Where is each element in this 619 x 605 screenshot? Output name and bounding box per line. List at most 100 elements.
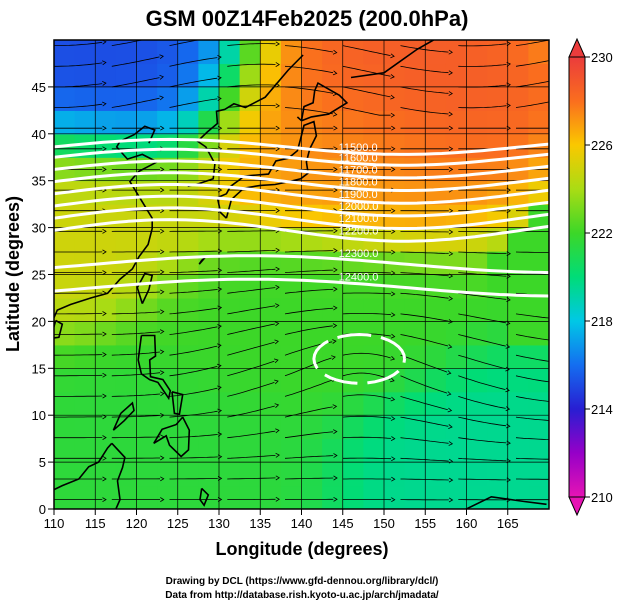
field-cell [466,63,488,88]
streamline [342,436,392,439]
x-tick-label: 165 [497,516,519,531]
field-cell [322,415,344,440]
field-cell [115,63,138,88]
field-cell [95,110,117,135]
height-contour-label: 11800.0 [339,177,378,189]
streamline-arrowhead [447,407,453,413]
field-cell [157,321,179,346]
streamline [227,105,276,108]
streamline-arrowhead [275,62,280,67]
streamline [400,457,449,462]
field-cell [322,297,344,322]
field-cell [260,63,282,88]
field-cell [528,438,549,463]
streamline-arrowhead [102,167,107,172]
field-cell [425,40,447,65]
streamline-arrowhead [505,406,511,412]
x-tick-label: 155 [414,516,436,531]
streamline-arrowhead [159,95,164,101]
field-cell [404,63,426,88]
streamline [400,292,449,299]
field-cell [425,274,447,299]
field-cell [425,297,447,322]
field-cell [74,462,96,487]
streamline-arrowhead [564,35,568,39]
field-cell [74,297,96,322]
field-cell [260,344,282,369]
field-cell [301,274,323,299]
field-cell [342,438,364,463]
field-cell [425,251,447,276]
field-cell [322,485,344,509]
streamline [111,331,161,335]
field-cell [487,344,509,369]
field-cell [260,227,282,252]
field-cell [404,344,426,369]
field-cell [136,63,158,88]
field-cell [507,462,529,487]
streamline-arrowhead [390,94,395,100]
streamline [515,457,549,460]
streamline-arrowhead [448,441,454,446]
streamline [515,396,549,402]
streamline-arrowhead [160,476,165,482]
field-cell [280,274,303,299]
field-cell [425,391,447,416]
streamline [400,230,449,233]
streamline [342,271,392,274]
coastline [54,125,159,318]
field-cell [280,297,303,322]
streamline [227,249,276,253]
field-cell [507,204,529,229]
field-cell [95,391,117,416]
field-cell [466,86,488,111]
streamline [284,288,334,294]
streamline-arrowhead [448,146,454,152]
streamline-arrowhead [333,496,338,502]
field-cell [219,485,241,509]
streamline-arrowhead [102,497,107,503]
field-cell [239,415,261,440]
coastline [54,442,113,491]
field-cell [136,227,158,252]
streamline-arrowhead [390,112,396,118]
height-contour-line [54,218,549,243]
streamline [342,352,391,359]
x-tick-label: 135 [249,516,271,531]
streamline-arrowhead [102,455,107,461]
streamline-arrowhead [390,436,396,441]
streamline-arrowhead [160,497,165,502]
field-cell [487,391,509,416]
streamline [227,230,276,232]
field-cell [507,274,529,299]
field-cell [363,391,385,416]
streamline [458,375,506,390]
streamline [284,107,334,115]
streamline-arrowhead [102,372,107,378]
streamline [400,251,449,254]
streamline-arrowhead [159,54,164,60]
coastline [199,487,210,507]
streamline-arrowhead [448,251,454,257]
field-cell [528,462,549,487]
field-cell [136,297,158,322]
field-cell [74,40,96,65]
streamline-arrowhead [448,229,454,235]
field-cell [404,86,426,111]
streamline-arrowhead [160,269,165,275]
field-cell [445,63,468,88]
field-cell [301,86,323,111]
temperature-field [54,40,549,509]
streamline-arrowhead [505,387,510,393]
field-cell [74,86,96,111]
coastline [300,81,349,122]
field-cell [342,415,364,440]
field-cell [136,415,158,440]
streamline-arrowhead [275,125,280,131]
field-cell [363,462,385,487]
streamline-arrowhead [332,339,337,344]
streamline [400,86,449,94]
field-cell [54,391,76,416]
field-cell [363,368,385,393]
streamline-arrowhead [505,366,510,372]
